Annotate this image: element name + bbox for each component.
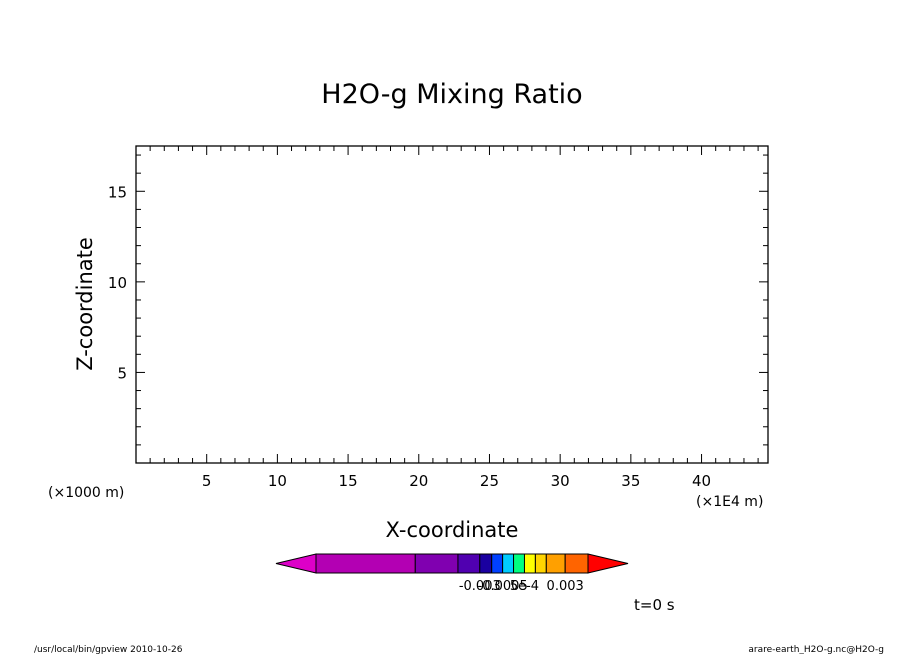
x-tick-label: 40 (692, 472, 711, 490)
colorbar-segment (457, 553, 481, 574)
colorbar-segment (491, 553, 504, 574)
colorbar-tick-label: 0.003 (547, 579, 584, 594)
x-axis-label: X-coordinate (386, 518, 519, 542)
y-tick-label: 5 (117, 364, 127, 382)
colorbar-segment (502, 553, 515, 574)
time-label: t=0 s (634, 596, 675, 614)
colorbar-segment (534, 553, 547, 574)
x-tick-label: 25 (480, 472, 499, 490)
colorbar-tick-label: -0.003 (459, 579, 501, 594)
x-tick-label: 30 (551, 472, 570, 490)
x-axis-unit-label: (×1E4 m) (696, 494, 763, 510)
x-tick-label: 20 (409, 472, 428, 490)
colorbar-tick-label: -0.0005 (478, 579, 528, 594)
colorbar-tick-label: 5e-4 (510, 579, 539, 594)
colorbar-over-arrow (587, 553, 629, 574)
plot-area (135, 145, 769, 464)
y-axis-unit-label: (×1000 m) (48, 485, 124, 501)
x-tick-label: 5 (202, 472, 212, 490)
x-tick-label: 35 (621, 472, 640, 490)
colorbar-under-arrow (275, 553, 317, 574)
y-axis: 5 10 15 (108, 154, 768, 446)
x-tick-label: 10 (268, 472, 287, 490)
x-axis: 5 10 15 20 25 30 35 40 (149, 146, 759, 490)
colorbar-segment (545, 553, 566, 574)
chart-title: H2O-g Mixing Ratio (321, 79, 582, 110)
colorbar-segment (479, 553, 493, 574)
x-tick-label: 15 (339, 472, 358, 490)
colorbar-segment (523, 553, 536, 574)
footer-file-variable: arare-earth_H2O-g.nc@H2O-g (748, 645, 884, 654)
y-tick-label: 10 (108, 274, 127, 292)
y-axis-label: Z-coordinate (73, 237, 97, 371)
footer-program-date: /usr/local/bin/gpview 2010-10-26 (34, 645, 183, 654)
colorbar-segment (315, 553, 416, 574)
y-tick-label: 15 (108, 183, 127, 201)
colorbar-segment (414, 553, 459, 574)
colorbar-segment (513, 553, 525, 574)
colorbar-segment (564, 553, 589, 574)
